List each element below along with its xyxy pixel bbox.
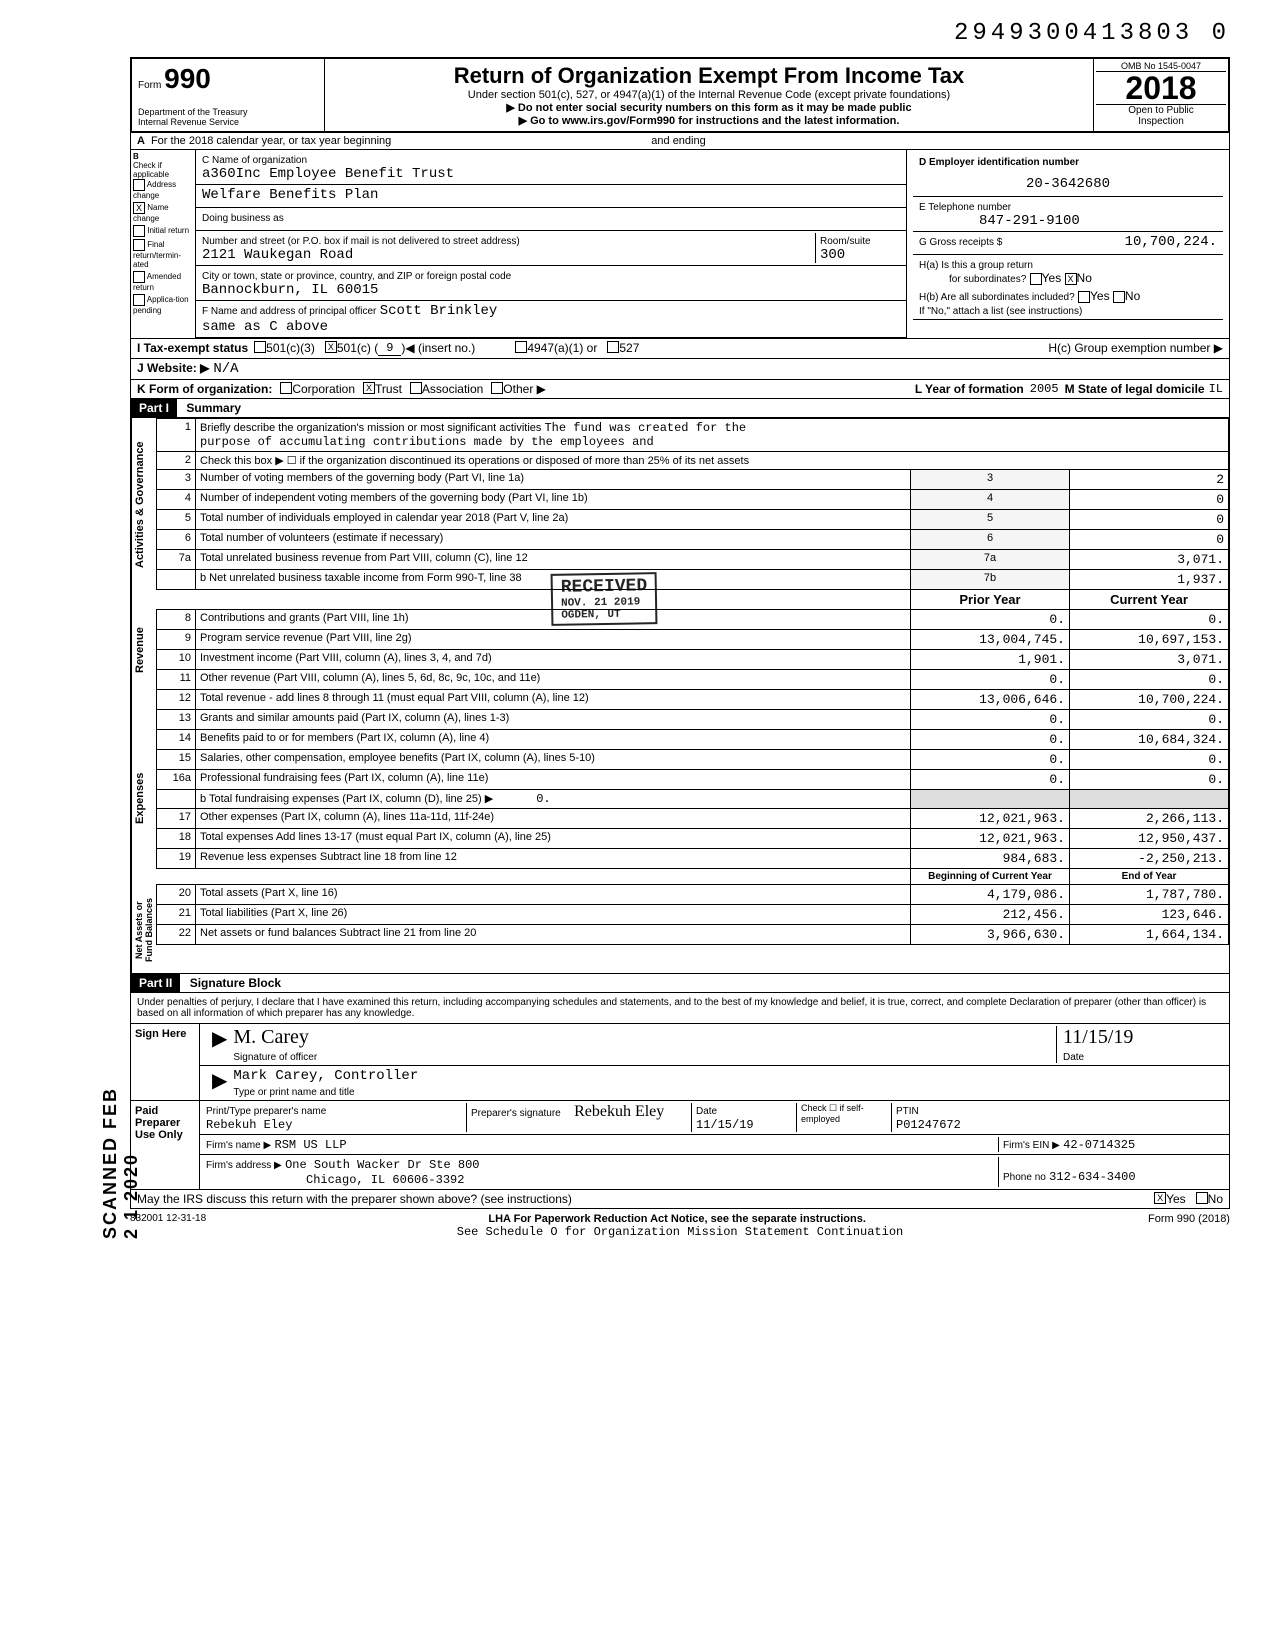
table-row: 3Number of voting members of the governi… — [157, 470, 1229, 490]
org-name-1: a360Inc Employee Benefit Trust — [202, 166, 454, 182]
header-right: OMB No 1545-0047 2018 Open to PublicInsp… — [1094, 59, 1228, 131]
row-a: A For the 2018 calendar year, or tax yea… — [130, 133, 1230, 150]
checkbox-item: Applica-tion pending — [133, 294, 193, 315]
part-1-body: RECEIVED NOV. 21 2019 OGDEN, UT Activiti… — [130, 418, 1230, 974]
table-row: 17Other expenses (Part IX, column (A), l… — [157, 809, 1229, 829]
received-stamp: RECEIVED NOV. 21 2019 OGDEN, UT — [551, 572, 658, 626]
open-public: Open to PublicInspection — [1096, 104, 1226, 127]
and-ending: and ending — [651, 135, 705, 147]
preparer-date: 11/15/19 — [696, 1118, 754, 1132]
column-c: C Name of organization a360Inc Employee … — [196, 150, 906, 338]
preparer-name: Rebekuh Eley — [206, 1118, 292, 1132]
section-bcd: B Check if applicable Address changeX Na… — [130, 150, 1230, 339]
summary-table: 1 Briefly describe the organization's mi… — [156, 418, 1229, 945]
officer-name: Scott Brinkley — [380, 303, 498, 319]
header-left: Form 990 Department of the Treasury Inte… — [132, 59, 325, 131]
gross-receipts: 10,700,224. — [1125, 234, 1217, 250]
form-subtitle: Under section 501(c), 527, or 4947(a)(1)… — [329, 89, 1089, 101]
firm-ein: 42-0714325 — [1063, 1138, 1135, 1152]
form-990-page: SCANNED FEB 2 1 2020 2949300413803 0 For… — [130, 20, 1230, 1239]
column-b: B Check if applicable Address changeX Na… — [131, 150, 196, 338]
preparer-signature: Rebekuh Eley — [574, 1103, 664, 1120]
signature-block: Sign Here ▶ M. Carey Signature of office… — [130, 1024, 1230, 1101]
table-row: 5Total number of individuals employed in… — [157, 510, 1229, 530]
table-row: 8Contributions and grants (Part VIII, li… — [157, 610, 1229, 630]
ein: 20-3642680 — [1026, 176, 1110, 192]
part-2-header: Part II Signature Block — [130, 974, 1230, 993]
table-row: 7aTotal unrelated business revenue from … — [157, 550, 1229, 570]
penalty-statement: Under penalties of perjury, I declare th… — [130, 993, 1230, 1024]
org-name-2: Welfare Benefits Plan — [202, 187, 378, 203]
table-row: 9Program service revenue (Part VIII, lin… — [157, 630, 1229, 650]
year-formation: 2005 — [1030, 382, 1059, 396]
table-row: 18Total expenses Add lines 13-17 (must e… — [157, 829, 1229, 849]
tax-year: 2018 — [1096, 72, 1226, 104]
officer-address: same as C above — [202, 319, 328, 335]
form-note2: ▶ Go to www.irs.gov/Form990 for instruct… — [329, 114, 1089, 127]
label-a: A — [137, 135, 145, 147]
table-row: 19Revenue less expenses Subtract line 18… — [157, 849, 1229, 869]
form-number: 990 — [164, 63, 211, 94]
firm-address-1: One South Wacker Dr Ste 800 — [285, 1158, 479, 1172]
city-state-zip: Bannockburn, IL 60015 — [202, 282, 378, 298]
checkbox-item: X Name change — [133, 202, 193, 223]
table-row: 22Net assets or fund balances Subtract l… — [157, 925, 1229, 945]
table-row: 10Investment income (Part VIII, column (… — [157, 650, 1229, 670]
checkbox-item: Final return/termin-ated — [133, 239, 193, 269]
column-d: D Employer identification number 20-3642… — [906, 150, 1229, 338]
table-row: 14Benefits paid to or for members (Part … — [157, 730, 1229, 750]
form-label: Form — [138, 80, 161, 91]
paid-preparer-block: Paid Preparer Use Only Print/Type prepar… — [130, 1101, 1230, 1190]
state-domicile: IL — [1209, 382, 1223, 396]
website: N/A — [213, 361, 238, 377]
firm-phone: 312-634-3400 — [1049, 1170, 1135, 1184]
form-note1: ▶ Do not enter social security numbers o… — [329, 101, 1089, 114]
checkbox-item: Initial return — [133, 225, 193, 237]
501c-number: 9 — [378, 341, 401, 356]
table-row: 11Other revenue (Part VIII, column (A), … — [157, 670, 1229, 690]
table-row: 15Salaries, other compensation, employee… — [157, 750, 1229, 770]
table-row: b Net unrelated business taxable income … — [157, 570, 1229, 590]
table-row: 13Grants and similar amounts paid (Part … — [157, 710, 1229, 730]
table-row: 21Total liabilities (Part X, line 26)212… — [157, 905, 1229, 925]
firm-address-2: Chicago, IL 60606-3392 — [306, 1173, 464, 1187]
officer-printed-name: Mark Carey, Controller — [233, 1068, 418, 1084]
part-1-header: Part I Summary — [130, 399, 1230, 418]
row-kl: K Form of organization: Corporation X Tr… — [130, 380, 1230, 399]
phone: 847-291-9100 — [979, 213, 1080, 229]
firm-name: RSM US LLP — [275, 1138, 347, 1152]
table-row: 4Number of independent voting members of… — [157, 490, 1229, 510]
officer-signature: M. Carey — [233, 1026, 309, 1048]
ptin: P01247672 — [896, 1118, 961, 1132]
form-header: Form 990 Department of the Treasury Inte… — [130, 57, 1230, 133]
table-row: 16aProfessional fundraising fees (Part I… — [157, 770, 1229, 790]
barcode-number: 2949300413803 0 — [130, 20, 1230, 47]
form-title: Return of Organization Exempt From Incom… — [329, 63, 1089, 89]
checkbox-item: Amended return — [133, 271, 193, 292]
row-i: I Tax-exempt status 501(c)(3) X 501(c) (… — [130, 339, 1230, 359]
schedule-o-note: See Schedule O for Organization Mission … — [130, 1225, 1230, 1239]
table-row: 6Total number of volunteers (estimate if… — [157, 530, 1229, 550]
room-suite: 300 — [820, 247, 845, 263]
table-row: b Total fundraising expenses (Part IX, c… — [157, 790, 1229, 809]
street-address: 2121 Waukegan Road — [202, 247, 353, 263]
footer: 832001 12-31-18 LHA For Paperwork Reduct… — [130, 1209, 1230, 1225]
table-row: 20Total assets (Part X, line 16)4,179,08… — [157, 885, 1229, 905]
header-middle: Return of Organization Exempt From Incom… — [325, 59, 1094, 131]
row-j: J Website: ▶ N/A — [130, 359, 1230, 380]
checkbox-item: Address change — [133, 179, 193, 200]
dept-treasury: Department of the Treasury — [138, 107, 318, 117]
sign-date: 11/15/19 — [1063, 1026, 1133, 1048]
calendar-year-text: For the 2018 calendar year, or tax year … — [151, 135, 391, 147]
scanned-stamp: SCANNED FEB 2 1 2020 — [100, 1070, 142, 1239]
table-row: 12Total revenue - add lines 8 through 11… — [157, 690, 1229, 710]
irs-label: Internal Revenue Service — [138, 117, 318, 127]
may-discuss-row: May the IRS discuss this return with the… — [130, 1190, 1230, 1209]
